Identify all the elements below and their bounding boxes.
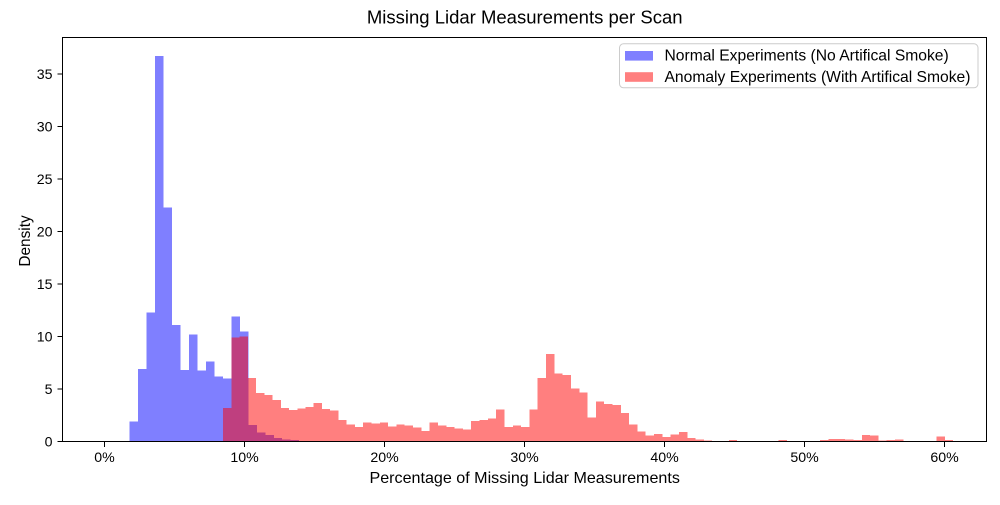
svg-text:60%: 60% xyxy=(930,449,959,465)
svg-text:30: 30 xyxy=(37,119,53,135)
svg-text:Anomaly Experiments (With Arti: Anomaly Experiments (With Artifical Smok… xyxy=(665,69,971,86)
svg-text:Percentage of Missing Lidar Me: Percentage of Missing Lidar Measurements xyxy=(369,469,679,487)
svg-text:Density: Density xyxy=(17,215,34,267)
svg-text:15: 15 xyxy=(37,276,53,292)
svg-text:20: 20 xyxy=(37,224,53,240)
svg-text:0%: 0% xyxy=(94,449,115,465)
svg-text:0: 0 xyxy=(45,434,53,450)
svg-text:50%: 50% xyxy=(790,449,819,465)
svg-text:Normal Experiments (No Artific: Normal Experiments (No Artifical Smoke) xyxy=(665,48,949,65)
svg-text:10: 10 xyxy=(37,329,53,345)
svg-text:20%: 20% xyxy=(370,449,399,465)
svg-text:40%: 40% xyxy=(650,449,679,465)
svg-text:Missing Lidar Measurements per: Missing Lidar Measurements per Scan xyxy=(367,7,683,28)
svg-text:10%: 10% xyxy=(230,449,259,465)
svg-text:35: 35 xyxy=(37,66,53,82)
svg-text:5: 5 xyxy=(45,381,53,397)
svg-text:30%: 30% xyxy=(510,449,539,465)
svg-text:25: 25 xyxy=(37,171,53,187)
